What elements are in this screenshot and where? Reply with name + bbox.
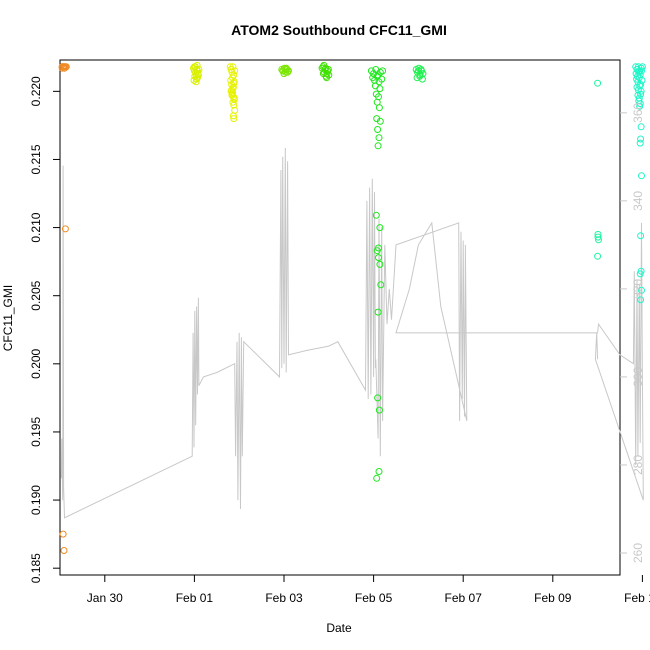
data-point <box>378 75 386 83</box>
data-point <box>637 135 645 143</box>
data-point <box>375 254 382 262</box>
data-point <box>231 67 239 75</box>
y-tick-label: 0.220 <box>29 76 43 106</box>
data-point <box>636 270 644 278</box>
data-point <box>194 71 202 79</box>
data-point <box>229 63 237 71</box>
data-point <box>636 139 644 147</box>
y-axis-label: CFC11_GMI <box>1 285 15 351</box>
data-point <box>638 67 645 75</box>
data-point <box>376 260 384 268</box>
x-axis-label: Date <box>326 621 352 635</box>
data-point <box>371 82 379 90</box>
data-point <box>323 70 331 78</box>
data-point <box>594 230 602 238</box>
data-point <box>637 296 645 304</box>
data-point <box>379 67 387 75</box>
data-point <box>230 79 238 87</box>
data-point <box>418 75 426 83</box>
y-tick-label: 0.215 <box>29 144 43 174</box>
y-tick-label: 0.195 <box>29 417 43 447</box>
data-point <box>192 78 200 86</box>
line-series-path <box>60 147 644 519</box>
data-point <box>320 61 328 69</box>
data-point <box>594 252 602 260</box>
y2-tick-label: 280 <box>631 455 645 475</box>
y-axis-left: 0.185 0.190 0.195 0.200 0.205 0.210 0.215 0.220 <box>29 76 60 583</box>
data-point <box>637 232 645 240</box>
data-point <box>637 123 645 131</box>
data-point <box>417 66 425 73</box>
data-point <box>228 86 236 94</box>
data-point <box>229 112 237 120</box>
y-tick-label: 0.210 <box>29 212 43 242</box>
data-point <box>190 63 198 71</box>
x-tick-label: Feb 05 <box>355 591 393 605</box>
data-point <box>374 308 382 316</box>
data-point <box>376 224 384 232</box>
data-point <box>595 236 602 244</box>
chart-title: ATOM2 Southbound CFC11_GMI <box>231 22 447 38</box>
data-point <box>61 225 69 233</box>
data-point <box>377 281 385 289</box>
data-point <box>638 286 645 294</box>
data-point <box>229 98 237 106</box>
data-point <box>375 104 383 112</box>
scatter-points <box>58 61 646 554</box>
x-axis: Jan 30 Feb 01 Feb 03 Feb 05 Feb 07 Feb 09 Feb … <box>87 575 650 605</box>
data-point <box>230 94 238 102</box>
data-point <box>373 474 381 482</box>
data-point <box>324 66 332 73</box>
data-point <box>193 75 201 83</box>
data-point <box>375 468 383 475</box>
data-point <box>374 394 382 402</box>
y2-tick-label: 340 <box>631 191 645 211</box>
data-point <box>636 102 644 110</box>
data-point <box>376 85 384 93</box>
data-point <box>375 406 383 414</box>
data-point <box>375 244 382 252</box>
data-point <box>594 233 602 241</box>
x-tick-label: Feb 11 <box>624 591 650 605</box>
data-point <box>636 100 644 108</box>
y2-tick-label: 360 <box>631 102 645 122</box>
data-point <box>376 117 384 125</box>
data-point <box>60 547 68 554</box>
data-point <box>638 172 645 180</box>
plot-frame <box>59 59 621 576</box>
x-tick-label: Feb 09 <box>534 591 572 605</box>
data-point <box>594 79 602 87</box>
data-point <box>62 63 70 71</box>
data-point <box>375 134 383 142</box>
data-point <box>638 63 646 71</box>
y-tick-label: 0.190 <box>29 485 43 515</box>
y-tick-label: 0.205 <box>29 280 43 310</box>
data-point <box>281 66 289 73</box>
y2-tick-label: 320 <box>631 279 645 299</box>
x-tick-label: Jan 30 <box>87 591 123 605</box>
y-tick-label: 0.185 <box>29 553 43 583</box>
y2-tick-label: 300 <box>631 367 645 387</box>
data-point <box>59 530 67 538</box>
data-point <box>374 142 382 150</box>
data-point <box>637 90 645 98</box>
data-point <box>230 115 238 123</box>
y2-tick-label: 260 <box>631 543 645 563</box>
x-tick-label: Feb 01 <box>176 591 214 605</box>
x-tick-label: Feb 03 <box>265 591 303 605</box>
data-point <box>374 126 382 133</box>
data-point <box>323 74 331 82</box>
y-tick-label: 0.200 <box>29 348 43 378</box>
x-tick-label: Feb 07 <box>445 591 483 605</box>
right-axis-line-series <box>60 147 644 519</box>
data-point <box>637 64 645 72</box>
data-point <box>372 211 380 219</box>
y-axis-right: 260 280 300 320 340 360 <box>620 102 645 563</box>
